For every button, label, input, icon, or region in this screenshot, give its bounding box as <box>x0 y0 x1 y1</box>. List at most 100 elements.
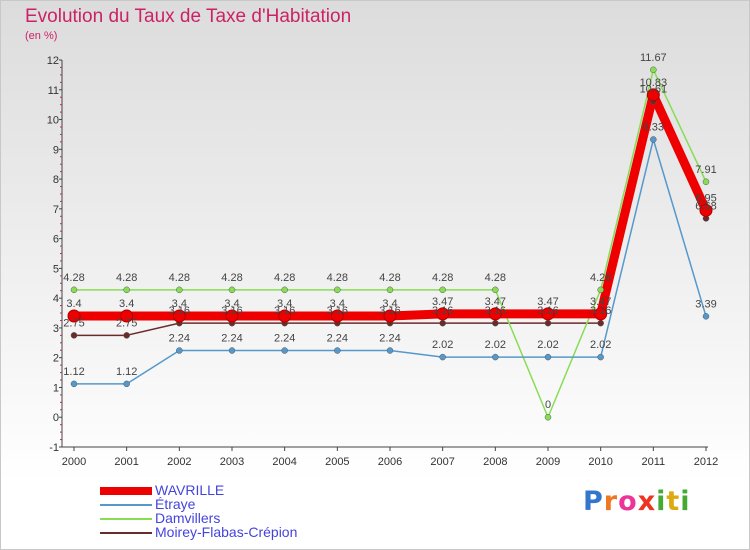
data-label-etraye: 2.02 <box>485 339 506 351</box>
y-tick-label: 4 <box>53 293 59 305</box>
data-point-etraye <box>334 347 341 354</box>
logo-letter: r <box>603 486 619 517</box>
x-tick-label: 2012 <box>694 456 718 468</box>
data-point-wavrille <box>488 307 502 321</box>
data-label-damvillers: 4.28 <box>169 272 190 284</box>
proxiti-logo: Proxiti <box>583 486 691 517</box>
y-tick-label: 3 <box>53 323 59 335</box>
data-label-wavrille: 3.4 <box>119 298 134 310</box>
data-point-etraye <box>650 136 657 143</box>
logo-letter: x <box>637 486 657 517</box>
logo-letter: o <box>618 486 638 517</box>
data-label-moirey-flabas-crepion: 10.61 <box>640 83 668 95</box>
data-point-moirey-flabas-crepion <box>597 319 604 327</box>
data-label-moirey-flabas-crepion: 2.75 <box>116 317 137 329</box>
data-point-damvillers <box>650 66 657 74</box>
x-tick-label: 2011 <box>642 456 666 468</box>
x-tick-label: 2009 <box>536 456 560 468</box>
data-point-moirey-flabas-crepion <box>70 332 78 339</box>
data-point-damvillers <box>702 178 710 186</box>
data-point-wavrille <box>594 307 608 321</box>
y-tick-label: 5 <box>53 263 59 275</box>
data-label-wavrille: 3.4 <box>172 298 187 310</box>
data-label-moirey-flabas-crepion: 3.16 <box>590 305 611 317</box>
data-label-etraye: 1.12 <box>116 366 137 378</box>
series-line-damvillers <box>73 69 707 418</box>
data-label-wavrille: 3.4 <box>66 298 81 310</box>
data-point-etraye <box>544 353 552 361</box>
data-label-damvillers: 4.28 <box>432 272 453 284</box>
data-label-etraye: 1.12 <box>63 366 84 378</box>
x-tick-label: 2003 <box>220 456 244 468</box>
data-point-wavrille <box>278 309 292 323</box>
data-label-moirey-flabas-crepion: 3.16 <box>379 305 400 317</box>
y-tick-label: 11 <box>48 85 59 97</box>
data-point-moirey-flabas-crepion <box>123 332 130 339</box>
y-tick-label: 0 <box>53 412 59 424</box>
y-tick-label: 8 <box>53 174 59 186</box>
data-point-etraye <box>70 380 78 388</box>
data-label-etraye: 2.02 <box>537 339 558 351</box>
data-point-etraye <box>386 347 394 354</box>
legend-label-moirey: Moirey-Flabas-Crépion <box>155 524 298 540</box>
logo-letter: t <box>666 486 681 517</box>
x-tick-label: 2001 <box>114 456 138 468</box>
y-tick-label: 10 <box>47 115 59 127</box>
data-label-moirey-flabas-crepion: 3.16 <box>485 305 506 317</box>
data-point-etraye <box>439 353 446 361</box>
y-tick-label: 1 <box>53 382 59 394</box>
x-tick-label: 2008 <box>483 456 507 468</box>
x-tick-label: 2006 <box>378 456 402 468</box>
data-label-wavrille: 3.4 <box>330 298 345 310</box>
data-point-wavrille <box>541 307 555 321</box>
data-label-damvillers: 4.28 <box>63 272 84 284</box>
y-tick-label: 12 <box>47 55 59 67</box>
data-label-wavrille: 3.4 <box>277 298 292 310</box>
data-label-wavrille: 3.47 <box>432 296 453 308</box>
data-label-wavrille: 3.47 <box>537 296 558 308</box>
chart-subtitle: (en %) <box>25 30 58 42</box>
legend-swatch-moirey <box>100 532 152 534</box>
data-point-damvillers <box>281 286 288 294</box>
logo-letter: i <box>656 486 667 517</box>
data-point-etraye <box>123 380 130 388</box>
data-label-etraye: 2.02 <box>590 339 611 351</box>
data-label-damvillers: 7.91 <box>695 164 716 176</box>
data-label-wavrille: 3.47 <box>590 296 611 308</box>
data-point-moirey-flabas-crepion <box>492 319 499 327</box>
data-label-wavrille: 3.47 <box>485 296 506 308</box>
data-point-damvillers <box>386 286 394 294</box>
data-point-damvillers <box>123 286 130 294</box>
data-point-damvillers <box>176 286 183 294</box>
y-tick-label: 9 <box>53 144 59 156</box>
data-label-damvillers: 4.28 <box>274 272 295 284</box>
data-point-wavrille <box>330 309 344 323</box>
data-label-damvillers: 4.28 <box>327 272 348 284</box>
data-point-damvillers <box>228 286 236 294</box>
data-point-damvillers <box>597 286 604 294</box>
x-tick-label: 2005 <box>325 456 349 468</box>
data-point-damvillers <box>544 413 552 421</box>
data-label-moirey-flabas-crepion: 3.16 <box>327 305 348 317</box>
logo-letter: P <box>583 486 604 517</box>
data-label-moirey-flabas-crepion: 3.16 <box>274 305 295 317</box>
data-point-etraye <box>492 353 499 361</box>
x-tick-label: 2004 <box>272 456 296 468</box>
data-label-wavrille: 6.95 <box>695 192 716 204</box>
y-tick-label: -1 <box>49 442 59 454</box>
x-tick-label: 2002 <box>167 456 191 468</box>
data-point-etraye <box>176 347 183 354</box>
legend-swatch-wavrille <box>100 487 152 495</box>
data-label-moirey-flabas-crepion: 3.16 <box>432 305 453 317</box>
data-label-wavrille: 3.4 <box>224 298 239 310</box>
data-point-wavrille <box>646 88 660 102</box>
data-label-etraye: 2.24 <box>379 333 400 345</box>
data-point-wavrille <box>383 309 397 323</box>
data-point-damvillers <box>334 286 341 294</box>
chart-title: Evolution du Taux de Taxe d'Habitation <box>25 6 352 27</box>
data-label-moirey-flabas-crepion: 3.16 <box>169 305 190 317</box>
data-point-etraye <box>281 347 288 354</box>
data-point-wavrille <box>172 309 186 323</box>
